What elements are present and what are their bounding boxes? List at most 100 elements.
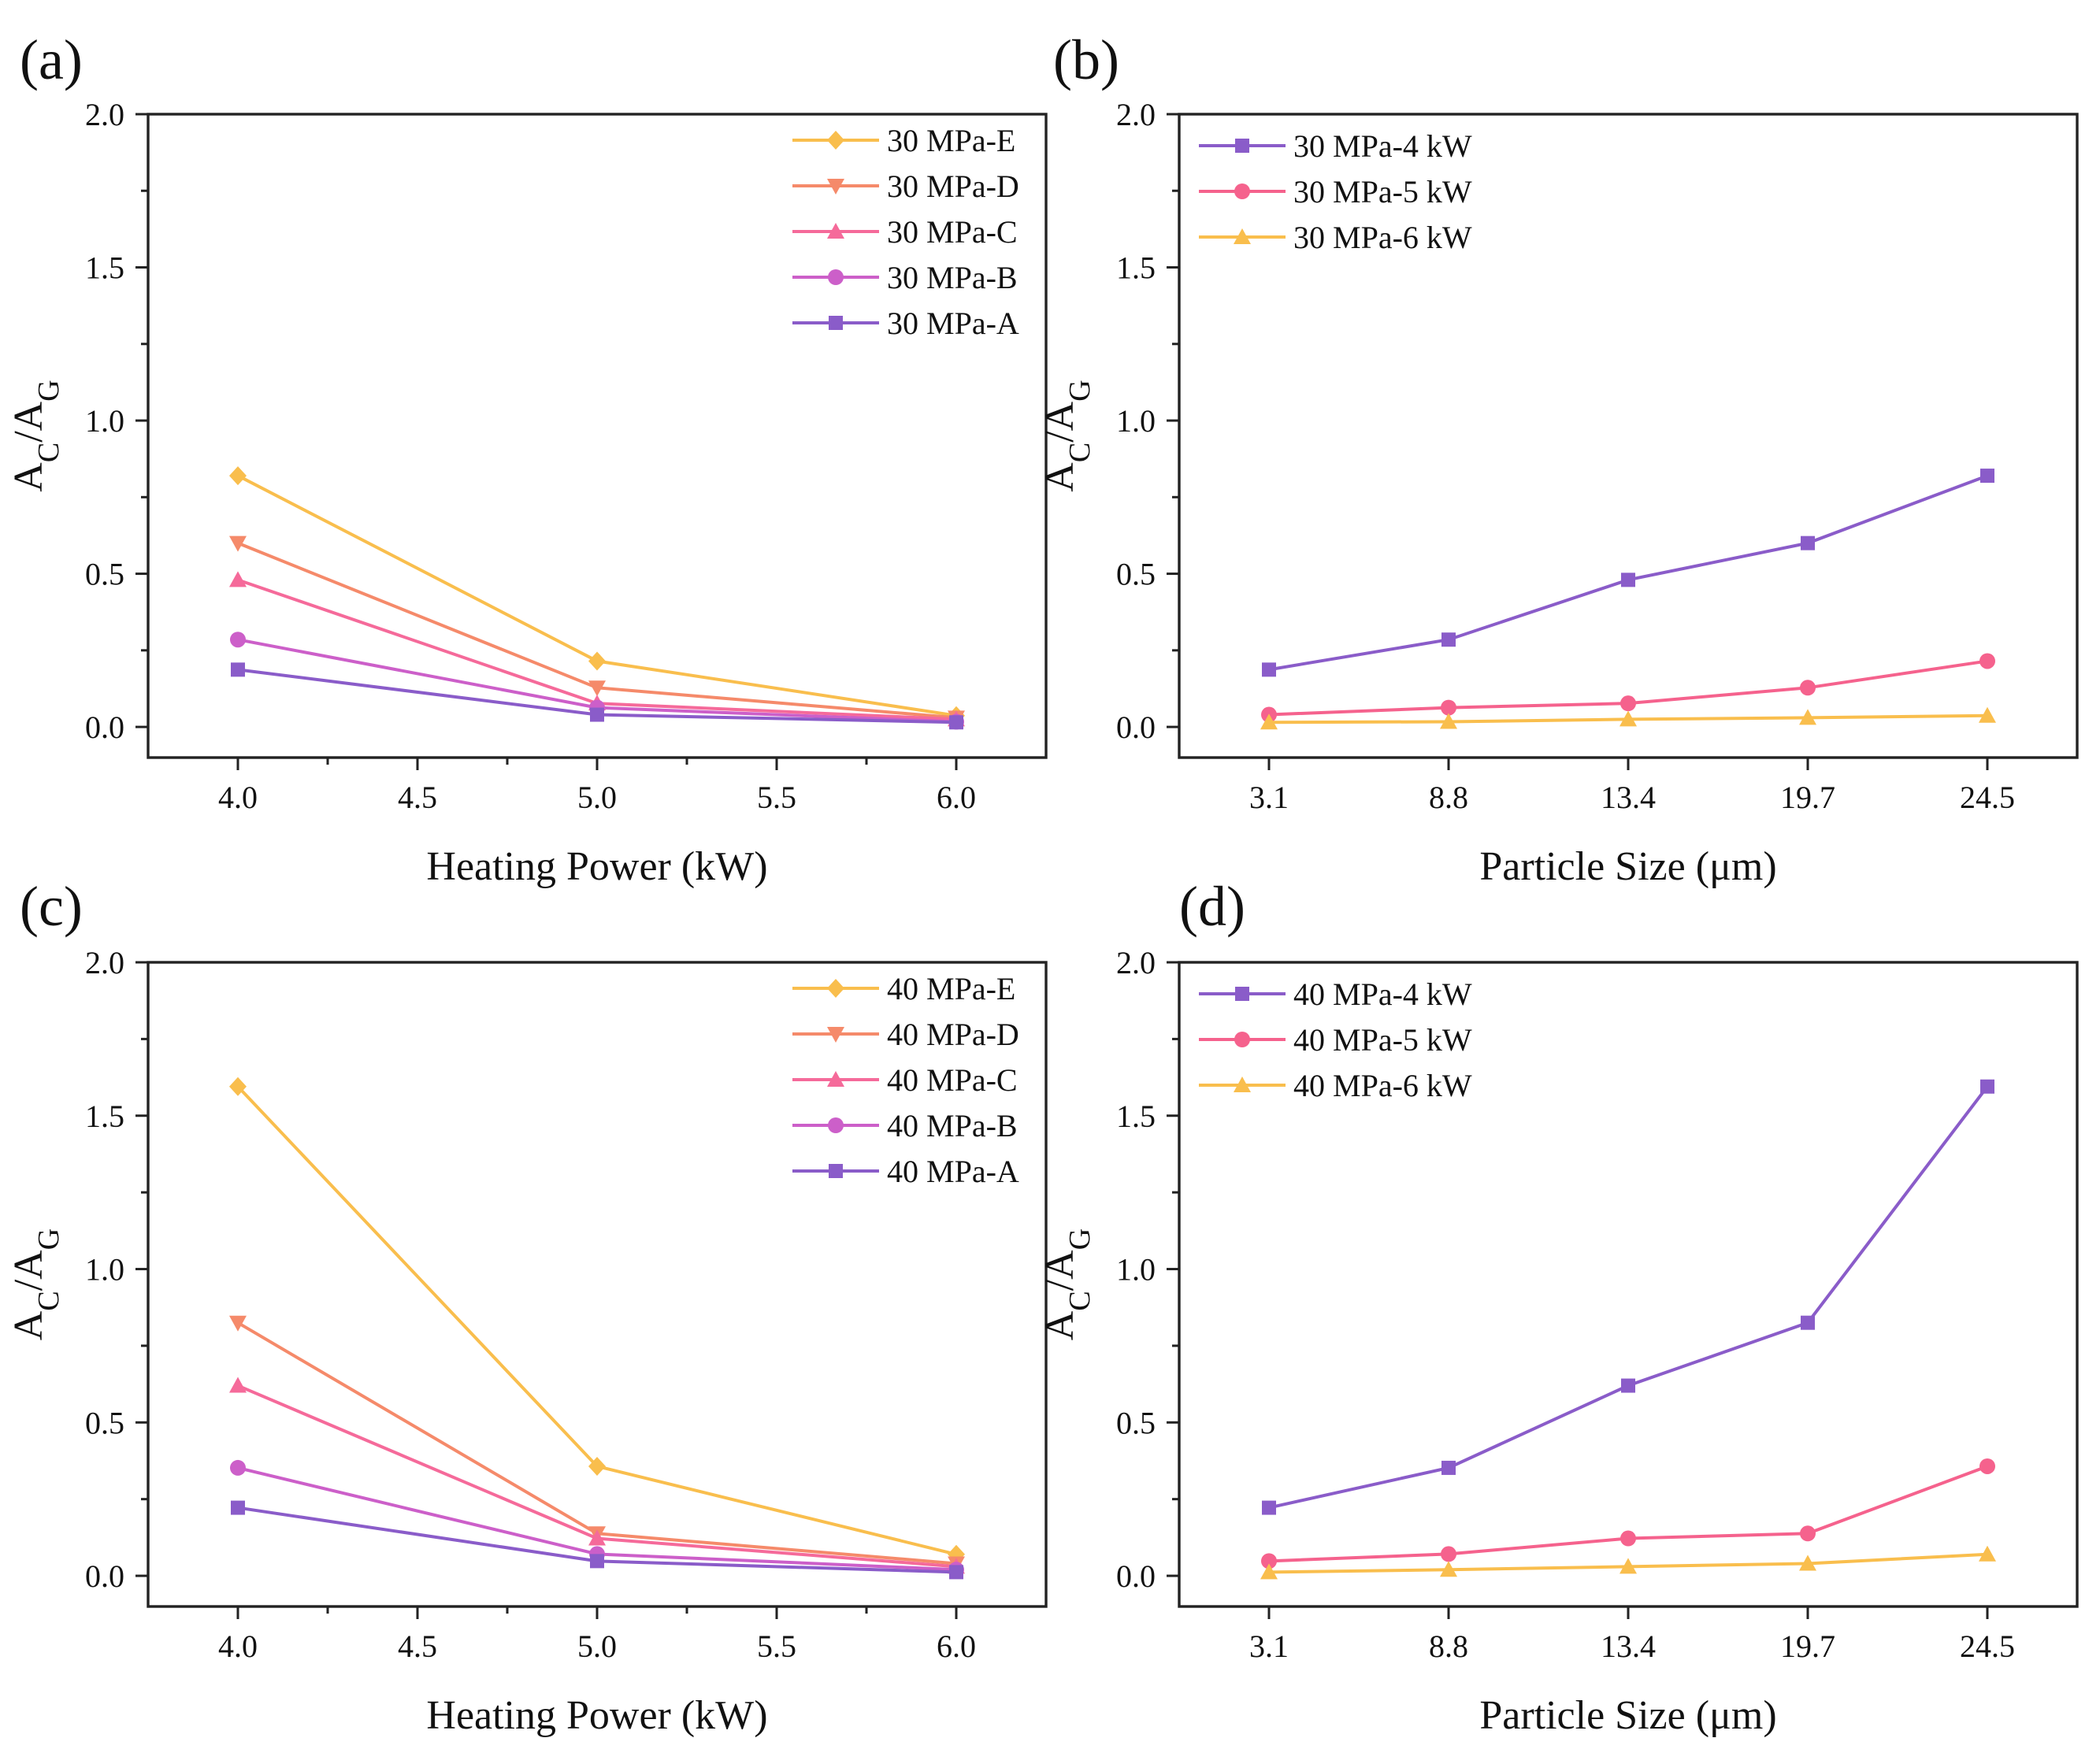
panel-c-legend-label: 40 MPa-D <box>887 1017 1019 1052</box>
panel-d-legend-marker <box>1235 987 1249 1001</box>
panel-d-point-40-mpa-4-kw-4 <box>1980 1079 1994 1094</box>
panel-a-xtick-label: 6.0 <box>937 780 976 815</box>
panel-b-legend-marker <box>1234 228 1251 244</box>
panel-b-series-30-mpa-6-kw <box>1260 706 1996 730</box>
panel-d-legend-label: 40 MPa-5 kW <box>1293 1022 1472 1058</box>
panel-c-point-40-mpa-e-0 <box>229 1077 247 1096</box>
panel-c-legend-marker <box>828 1117 844 1133</box>
panel-b-legend: 30 MPa-4 kW 30 MPa-5 kW 30 MPa-6 kW <box>1199 128 1472 255</box>
panel-d-point-40-mpa-5-kw-4 <box>1979 1458 1995 1474</box>
panel-b-point-30-mpa-6-kw-2 <box>1620 710 1637 727</box>
panel-b-point-30-mpa-4-kw-0 <box>1262 662 1276 677</box>
panel-d-xtick-label: 24.5 <box>1960 1629 2015 1664</box>
panel-c-legend-item-40-mpa-e: 40 MPa-E <box>792 971 1015 1006</box>
panel-d-legend-item-40-mpa-6-kw: 40 MPa-6 kW <box>1199 1068 1472 1103</box>
panel-b-label: (b) <box>1053 28 1119 91</box>
panel-c-ytick-label: 1.5 <box>85 1099 124 1134</box>
panel-c-xtick-label: 4.0 <box>218 1629 258 1664</box>
panel-c-legend-marker <box>827 1071 844 1087</box>
panel-c-point-40-mpa-a-2 <box>949 1565 963 1580</box>
panel-c-xtick-label: 5.0 <box>577 1629 617 1664</box>
panel-a-legend-item-30-mpa-a: 30 MPa-A <box>792 306 1019 341</box>
panel-a-ytick-label: 0.5 <box>85 557 124 592</box>
panel-b-y-axis-title: AC/AG <box>1037 380 1096 491</box>
panel-d-legend-item-40-mpa-4-kw: 40 MPa-4 kW <box>1199 976 1472 1012</box>
panel-b-point-30-mpa-4-kw-2 <box>1621 573 1635 587</box>
panel-a-legend-marker <box>827 179 844 195</box>
panel-a-series-30-mpa-a <box>231 662 963 730</box>
panel-d-ytick-label: 2.0 <box>1116 945 1156 980</box>
panel-d-point-40-mpa-5-kw-1 <box>1441 1546 1456 1562</box>
panel-d-legend-marker <box>1234 1032 1250 1047</box>
panel-d-xtick-label: 19.7 <box>1780 1629 1835 1664</box>
panel-c-xtick-label: 4.5 <box>398 1629 437 1664</box>
panel-c-point-40-mpa-e-1 <box>588 1456 606 1476</box>
panel-a-point-30-mpa-c-0 <box>229 571 247 587</box>
panel-c-legend-marker <box>827 1027 844 1043</box>
panel-d-point-40-mpa-4-kw-3 <box>1801 1315 1815 1330</box>
panel-b-point-30-mpa-6-kw-1 <box>1440 713 1457 729</box>
panel-d-series-40-mpa-5-kw <box>1261 1458 1995 1569</box>
panel-c-legend-item-40-mpa-d: 40 MPa-D <box>792 1017 1019 1052</box>
panel-a-line-30-mpa-e <box>237 474 957 717</box>
panel-b-series-30-mpa-4-kw <box>1262 469 1994 677</box>
panel-c-ytick-label: 0.5 <box>85 1405 124 1440</box>
panel-c-legend-marker <box>829 1164 843 1178</box>
panel-b-point-30-mpa-5-kw-1 <box>1441 699 1456 716</box>
panel-b-xtick-label: 19.7 <box>1780 780 1835 815</box>
panel-a-legend-label: 30 MPa-E <box>887 123 1015 158</box>
panel-a-point-30-mpa-a-1 <box>590 707 604 722</box>
panel-b: (b) 0.0 0.5 1.0 1.5 2.0 3.1 8.8 13.4 19.7 24.5 Part… <box>1037 28 2079 889</box>
panel-b-series-30-mpa-5-kw <box>1261 653 1995 723</box>
panel-b-point-30-mpa-4-kw-4 <box>1980 469 1994 484</box>
panel-a-xtick-label: 4.5 <box>398 780 437 815</box>
panel-a-ytick-label: 1.5 <box>85 250 124 286</box>
panel-a-legend-item-30-mpa-d: 30 MPa-D <box>792 169 1019 204</box>
panel-a-point-30-mpa-d-0 <box>229 535 247 552</box>
panel-d-line-40-mpa-4-kw <box>1268 1085 1989 1510</box>
panel-a-x-axis-title: Heating Power (kW) <box>426 844 767 889</box>
panel-b-point-30-mpa-4-kw-3 <box>1801 535 1815 550</box>
panel-c-legend-item-40-mpa-b: 40 MPa-B <box>792 1108 1018 1143</box>
panel-b-line-30-mpa-4-kw <box>1268 474 1988 672</box>
panel-c-line-40-mpa-e <box>236 1085 957 1556</box>
panel-b-xtick-label: 8.8 <box>1429 780 1468 815</box>
panel-b-xtick-label: 13.4 <box>1601 780 1656 815</box>
panel-c-legend-label: 40 MPa-B <box>887 1108 1018 1143</box>
panel-d: (d) 0.0 0.5 1.0 1.5 2.0 3.1 8.8 13.4 19.7 24.5 Part… <box>1037 875 2079 1738</box>
panel-a-y-axis-title: AC/AG <box>6 380 65 491</box>
panel-a-legend-label: 30 MPa-A <box>887 306 1019 341</box>
panel-b-legend-label: 30 MPa-4 kW <box>1293 128 1472 164</box>
panel-c-legend-item-40-mpa-a: 40 MPa-A <box>792 1154 1019 1189</box>
panel-c-xtick-label: 6.0 <box>937 1629 976 1664</box>
panel-d-legend-label: 40 MPa-6 kW <box>1293 1068 1472 1103</box>
panel-b-legend-item-30-mpa-6-kw: 30 MPa-6 kW <box>1199 220 1472 255</box>
panel-c-ytick-label: 2.0 <box>85 945 124 980</box>
panel-d-xtick-label: 3.1 <box>1249 1629 1289 1664</box>
panel-d-point-40-mpa-5-kw-0 <box>1261 1553 1277 1569</box>
panel-d-label: (d) <box>1179 875 1245 938</box>
panel-d-point-40-mpa-4-kw-2 <box>1621 1378 1635 1393</box>
panel-b-point-30-mpa-5-kw-2 <box>1620 695 1636 712</box>
panel-a-legend-label: 30 MPa-C <box>887 214 1018 250</box>
panel-a-ytick-label: 2.0 <box>85 97 124 132</box>
panel-a-legend-label: 30 MPa-D <box>887 169 1019 204</box>
panel-c-point-40-mpa-a-0 <box>231 1500 245 1515</box>
panel-c-x-axis-title: Heating Power (kW) <box>426 1693 767 1738</box>
panel-a: (a) 0.0 0.5 1.0 1.5 2.0 4.0 4.5 5.0 5.5 6.0 Heating… <box>6 28 1048 889</box>
panel-b-point-30-mpa-5-kw-3 <box>1800 680 1816 696</box>
panel-d-point-40-mpa-6-kw-1 <box>1440 1561 1457 1577</box>
panel-d-ytick-label: 0.5 <box>1116 1405 1156 1440</box>
panel-d-series-40-mpa-6-kw <box>1260 1545 1996 1580</box>
panel-c-point-40-mpa-b-0 <box>230 1459 246 1476</box>
panel-a-point-30-mpa-e-0 <box>229 466 247 486</box>
panel-d-point-40-mpa-4-kw-1 <box>1441 1460 1456 1475</box>
panel-b-legend-marker <box>1235 139 1249 153</box>
panel-a-point-30-mpa-d-1 <box>588 680 606 697</box>
panel-d-point-40-mpa-5-kw-3 <box>1800 1525 1816 1542</box>
panel-c-legend-item-40-mpa-c: 40 MPa-C <box>792 1062 1018 1098</box>
panel-a-legend-marker <box>829 316 843 330</box>
panel-a-point-30-mpa-e-1 <box>588 651 606 671</box>
panel-d-legend-item-40-mpa-5-kw: 40 MPa-5 kW <box>1199 1022 1472 1058</box>
